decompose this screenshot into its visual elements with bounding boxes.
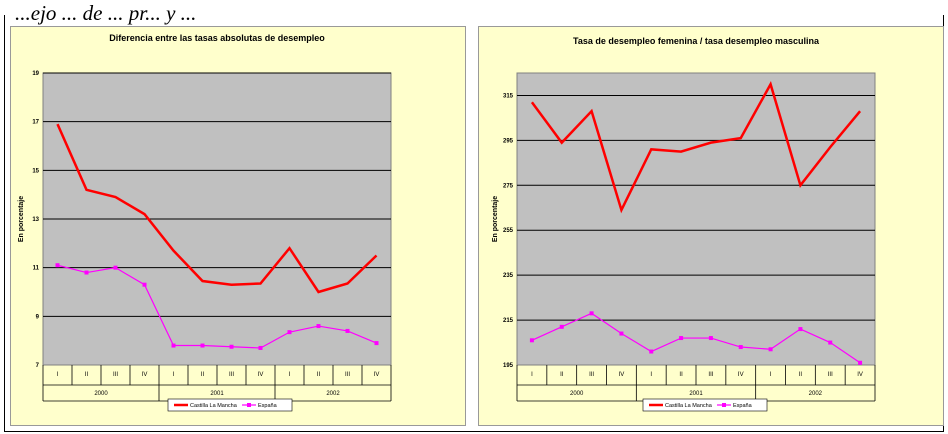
y-tick-label: 17 (32, 120, 39, 126)
series-line-castilla-la-mancha (56, 123, 378, 294)
data-point (374, 341, 379, 346)
data-point (649, 349, 654, 354)
figure-frame: ...ejo ... de ... pr... y ... (4, 1, 944, 432)
series-line-espana (531, 312, 861, 364)
x-tick-label: I (289, 372, 291, 378)
x-tick-label: III (345, 372, 350, 378)
legend-label: Castilla La Mancha (665, 403, 713, 409)
y-tick-label: 295 (503, 138, 514, 144)
x-tick-label: IV (258, 372, 264, 378)
legend-label: España (258, 403, 278, 409)
series-line-castilla-la-mancha (530, 81, 862, 214)
data-point (529, 338, 534, 343)
x-tick-label: II (799, 372, 803, 378)
data-point (113, 265, 118, 270)
y-tick-label: 195 (503, 363, 514, 369)
x-tick-label: IV (619, 372, 625, 378)
y-tick-label: 215 (503, 318, 514, 324)
plot-area (516, 72, 876, 366)
data-point (679, 336, 684, 341)
data-point (619, 331, 624, 336)
legend: Castilla La Mancha España (167, 398, 293, 412)
legend-label: España (733, 403, 753, 409)
data-point (708, 336, 713, 341)
y-tick-label: 13 (32, 217, 39, 223)
chart-panel-female-male-ratio: Tasa de desempleo femenina / tasa desemp… (478, 26, 944, 426)
legend-label: Castilla La Mancha (190, 403, 238, 409)
x-tick-label: I (173, 372, 175, 378)
y-tick-label: 315 (503, 93, 514, 99)
data-point (768, 347, 773, 352)
x-tick-label: III (229, 372, 234, 378)
legend-marker (247, 403, 251, 407)
x-tick-label: IV (738, 372, 744, 378)
data-point (589, 311, 594, 316)
x-tick-label: IV (857, 372, 863, 378)
data-point (84, 270, 89, 275)
legend-box (642, 398, 768, 412)
data-point (798, 327, 803, 332)
data-point (828, 340, 833, 345)
legend-box (167, 398, 293, 412)
chart-title: Tasa de desempleo femenina / tasa desemp… (573, 36, 820, 46)
x-tick-label: III (828, 372, 833, 378)
y-tick-label: 275 (503, 183, 514, 189)
series-line-espana (57, 264, 377, 349)
x-tick-label: I (57, 372, 59, 378)
x-tick-label: II (560, 372, 564, 378)
y-tick-label: 19 (32, 71, 39, 77)
year-label: 2002 (809, 391, 823, 397)
year-label: 2001 (689, 391, 703, 397)
legend: Castilla La Mancha España (642, 398, 768, 412)
y-tick-label: 7 (36, 363, 40, 369)
x-tick-label: I (770, 372, 772, 378)
x-tick-label: II (85, 372, 89, 378)
data-point (229, 344, 234, 349)
x-tick-label: III (589, 372, 594, 378)
data-point (559, 324, 564, 329)
y-tick-label: 15 (32, 168, 39, 174)
chart-panel-unemployment-difference: Diferencia entre las tasas absolutas de … (10, 26, 466, 426)
data-point (200, 343, 205, 348)
x-tick-label: IV (142, 372, 148, 378)
header-text: ...ejo ... de ... pr... y ... (15, 1, 197, 25)
y-tick-label: 235 (503, 273, 514, 279)
x-tick-label: III (113, 372, 118, 378)
x-tick-label: III (708, 372, 713, 378)
y-axis-label: En porcentaje (492, 196, 499, 242)
y-axis-label: En porcentaje (18, 196, 25, 242)
chart-title: Diferencia entre las tasas absolutas de … (109, 33, 325, 43)
x-tick-label: IV (374, 372, 380, 378)
data-point (55, 263, 60, 268)
legend-marker (722, 403, 726, 407)
chart-unemployment-difference: Diferencia entre las tasas absolutas de … (18, 33, 392, 412)
y-tick-label: 11 (33, 266, 40, 272)
x-tick-label: II (317, 372, 321, 378)
data-point (316, 324, 321, 329)
x-tick-label: II (679, 372, 683, 378)
data-point (258, 345, 263, 350)
year-label: 2001 (210, 391, 224, 397)
data-point (287, 330, 292, 335)
x-tick-label: I (531, 372, 533, 378)
data-point (171, 343, 176, 348)
data-point (142, 282, 147, 287)
y-tick-label: 255 (503, 228, 514, 234)
data-point (345, 328, 350, 333)
data-point (738, 345, 743, 350)
chart-female-male-ratio: Tasa de desempleo femenina / tasa desemp… (492, 36, 876, 412)
year-label: 2000 (570, 391, 584, 397)
year-label: 2002 (326, 391, 340, 397)
x-tick-label: II (201, 372, 205, 378)
data-point (858, 360, 863, 365)
year-label: 2000 (94, 391, 108, 397)
y-tick-label: 9 (36, 314, 40, 320)
x-tick-label: I (650, 372, 652, 378)
